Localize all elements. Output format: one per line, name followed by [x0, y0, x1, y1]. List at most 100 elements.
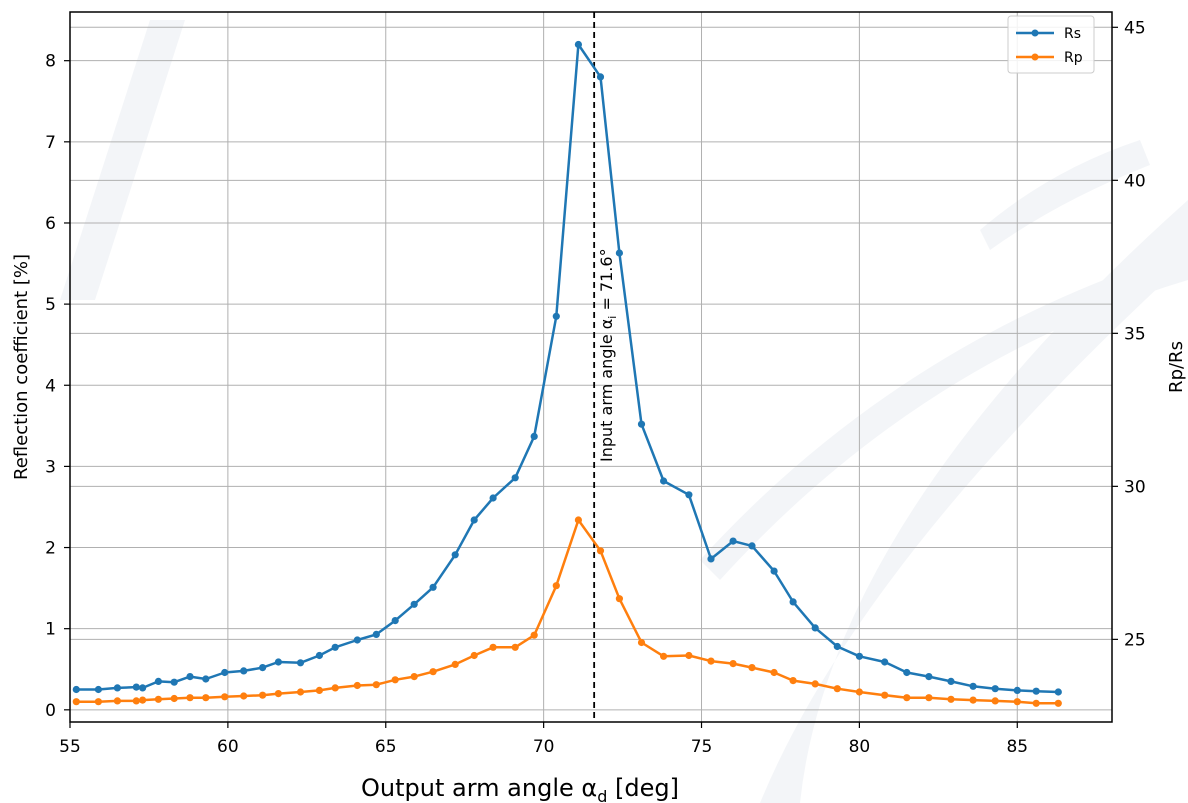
y-tick-label: 0: [45, 701, 56, 721]
data-point-rp: [202, 694, 210, 702]
data-point-rp: [615, 595, 624, 603]
data-point-rp: [186, 694, 194, 702]
data-point-rs: [221, 668, 229, 677]
data-point-rs: [685, 491, 693, 499]
data-point-rs: [274, 658, 282, 666]
data-point-rs: [596, 73, 605, 81]
legend-marker-rs: [1031, 29, 1039, 37]
x-axis-label-main: Output arm angle α: [361, 774, 597, 802]
data-point-rp: [511, 643, 519, 651]
reference-label-main: Input arm angle α: [597, 319, 616, 462]
y-tick-label: 2: [45, 539, 56, 559]
data-point-rp: [637, 638, 646, 647]
grid: [69, 12, 1112, 722]
y-tick-label: 1: [45, 620, 56, 640]
y2-tick-label: 35: [1124, 324, 1146, 344]
data-point-rp: [833, 685, 841, 693]
data-point-rp: [881, 691, 889, 699]
x-tick-label: 60: [217, 737, 239, 757]
data-point-rs: [615, 249, 624, 257]
data-point-rp: [811, 680, 819, 688]
x-axis-label-unit: [deg]: [607, 774, 679, 802]
data-point-rp: [259, 691, 267, 699]
data-point-rp: [729, 660, 737, 668]
data-point-rp: [391, 676, 399, 684]
data-point-rp: [991, 697, 999, 705]
reference-line-label: Input arm angle αi = 71.6°: [597, 248, 619, 462]
data-point-rs: [811, 624, 819, 632]
x-tick-label: 65: [375, 737, 397, 757]
data-point-rp: [410, 673, 418, 681]
data-point-rp: [1054, 699, 1062, 707]
data-point-rp: [221, 693, 229, 701]
data-point-rs: [530, 432, 538, 440]
data-point-rp: [132, 697, 140, 705]
data-point-rp: [170, 694, 178, 703]
y-tick-label: 7: [45, 133, 56, 153]
data-point-rs: [296, 659, 305, 667]
y2-tick-label: 25: [1124, 630, 1146, 650]
data-point-rp: [530, 631, 538, 639]
data-point-rp: [331, 684, 339, 692]
y2-tick-label: 30: [1124, 477, 1146, 497]
y-tick-label: 3: [45, 457, 56, 477]
y-axis-right: 25 30 35 40 45: [1112, 18, 1146, 650]
data-point-rs: [552, 312, 560, 320]
data-point-rp: [353, 681, 361, 690]
data-point-rp: [94, 698, 102, 706]
data-point-rs: [855, 652, 864, 660]
data-point-rs: [331, 643, 339, 651]
data-point-rs: [259, 664, 267, 672]
y2-axis-label: Rp/Rs: [1166, 341, 1187, 393]
data-point-rs: [511, 474, 519, 482]
legend-label-rs: Rs: [1064, 26, 1081, 42]
reference-label-value: = 71.6°: [597, 248, 616, 315]
data-point-rs: [240, 667, 248, 675]
reference-label-subscript: i: [606, 316, 619, 319]
x-tick-label: 70: [533, 737, 555, 757]
data-point-rp: [1032, 699, 1040, 707]
plot-frame: [69, 11, 1113, 723]
data-point-rs: [1032, 687, 1040, 695]
data-point-rs: [470, 516, 478, 524]
data-point-rs: [1013, 686, 1021, 695]
y-tick-label: 6: [45, 214, 56, 234]
data-point-rp: [489, 643, 497, 651]
data-point-rs: [770, 567, 778, 575]
data-point-rs: [969, 682, 977, 690]
data-point-rp: [274, 690, 282, 698]
data-point-rp: [372, 681, 380, 689]
y-tick-label: 8: [45, 52, 56, 72]
data-point-rp: [72, 698, 80, 706]
data-point-rp: [770, 668, 778, 677]
data-point-rs: [489, 494, 497, 502]
y-tick-label: 4: [45, 376, 56, 396]
legend-label-rp: Rp: [1064, 50, 1083, 66]
data-point-rp: [903, 694, 911, 702]
data-point-rs: [1054, 688, 1062, 696]
series-rp: [72, 516, 1062, 707]
data-point-rp: [748, 664, 756, 672]
data-point-rp: [315, 686, 323, 695]
y-axis-label: Reflection coefficient [%]: [11, 254, 32, 480]
data-point-rp: [429, 668, 437, 676]
data-point-rs: [132, 683, 140, 691]
data-point-rp: [139, 696, 147, 704]
x-axis: 55 60 65 70 75 80 85: [59, 722, 1028, 757]
x-tick-label: 85: [1006, 737, 1028, 757]
data-point-rp: [969, 696, 977, 704]
data-point-rs: [139, 684, 147, 692]
data-point-rs: [94, 685, 102, 694]
x-tick-label: 80: [849, 737, 871, 757]
x-axis-label: Output arm angle αd [deg]: [361, 774, 679, 803]
data-point-rs: [637, 420, 646, 428]
y-axis-left: 0 1 2 3 4 5 6 7 8: [45, 52, 70, 721]
data-point-rp: [1013, 698, 1021, 706]
data-point-rs: [903, 668, 911, 677]
x-tick-label: 75: [691, 737, 713, 757]
data-point-rp: [660, 652, 668, 660]
data-point-rs: [947, 677, 955, 686]
data-point-rs: [660, 477, 668, 485]
x-axis-label-subscript: d: [597, 787, 607, 803]
